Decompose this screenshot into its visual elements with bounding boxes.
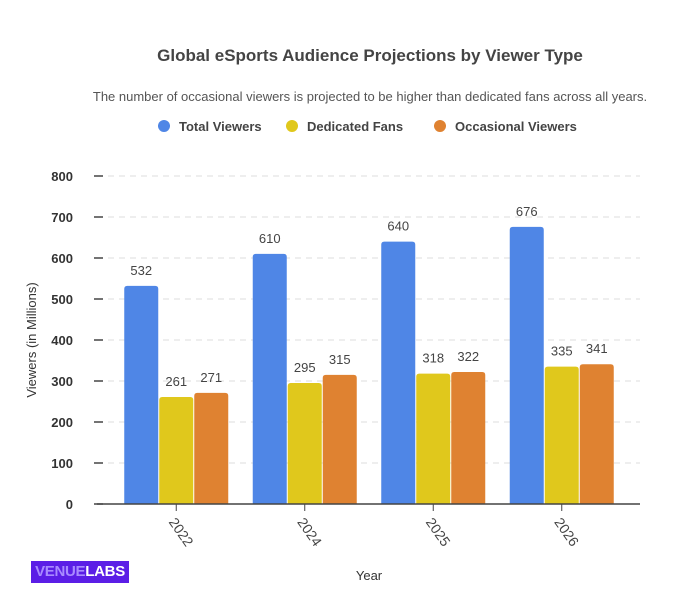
y-tick-label: 500 xyxy=(51,292,73,307)
legend-marker xyxy=(286,120,298,132)
data-label: 271 xyxy=(200,370,222,385)
legend-label: Dedicated Fans xyxy=(307,119,403,134)
data-label: 335 xyxy=(551,344,573,359)
data-label: 318 xyxy=(422,351,444,366)
bar xyxy=(287,383,322,504)
x-tick-label: 2025 xyxy=(423,515,454,550)
y-tick-label: 700 xyxy=(51,210,73,225)
logo-part2: LABS xyxy=(85,563,125,580)
y-tick-label: 0 xyxy=(66,497,73,512)
y-tick-label: 400 xyxy=(51,333,73,348)
chart-subtitle: The number of occasional viewers is proj… xyxy=(93,89,647,104)
y-tick-label: 600 xyxy=(51,251,73,266)
data-label: 315 xyxy=(329,352,351,367)
y-tick-label: 300 xyxy=(51,374,73,389)
data-label: 341 xyxy=(586,341,608,356)
legend-marker xyxy=(434,120,446,132)
data-label: 261 xyxy=(165,374,187,389)
bar xyxy=(579,364,614,504)
x-tick-label: 2022 xyxy=(166,515,197,550)
data-label: 610 xyxy=(259,231,281,246)
y-tick-label: 800 xyxy=(51,169,73,184)
bar xyxy=(194,392,229,504)
bar xyxy=(124,285,159,504)
chart-title: Global eSports Audience Projections by V… xyxy=(157,46,583,65)
x-tick-label: 2024 xyxy=(294,515,325,550)
bar xyxy=(159,396,194,504)
data-label: 295 xyxy=(294,360,316,375)
x-tick-label: 2026 xyxy=(551,515,582,550)
data-label: 676 xyxy=(516,204,538,219)
bar xyxy=(322,374,357,504)
legend-label: Total Viewers xyxy=(179,119,262,134)
data-label: 640 xyxy=(387,219,409,234)
y-tick-label: 200 xyxy=(51,415,73,430)
bar xyxy=(451,371,486,504)
bar xyxy=(381,241,416,504)
data-label: 322 xyxy=(457,349,479,364)
bar xyxy=(544,366,579,504)
x-axis-label: Year xyxy=(356,568,383,583)
legend-label: Occasional Viewers xyxy=(455,119,577,134)
data-label: 532 xyxy=(130,263,152,278)
bar xyxy=(509,226,544,504)
venuelabs-logo: VENUELABS xyxy=(31,561,129,583)
logo-part1: VENUE xyxy=(35,563,86,580)
y-axis-label: Viewers (in Millions) xyxy=(24,282,39,397)
legend-marker xyxy=(158,120,170,132)
bar xyxy=(252,253,287,504)
y-tick-label: 100 xyxy=(51,456,73,471)
bar xyxy=(416,373,451,504)
